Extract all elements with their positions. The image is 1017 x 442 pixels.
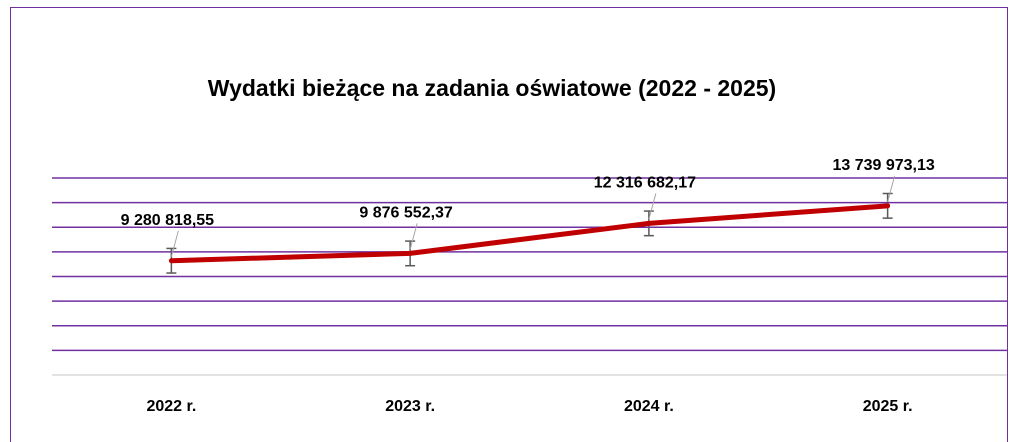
chart-border xyxy=(10,7,1008,442)
x-tick-label: 2025 r. xyxy=(863,398,913,415)
x-tick-label: 2024 r. xyxy=(624,398,674,415)
x-tick-label: 2023 r. xyxy=(385,398,435,415)
line xyxy=(168,203,891,264)
data-label: 9 280 818,55 xyxy=(121,212,215,229)
data-label: 9 876 552,37 xyxy=(359,205,453,222)
chart-title: Wydatki bieżące na zadania oświatowe (20… xyxy=(208,75,776,101)
leader-line xyxy=(170,230,179,257)
data-label: 12 316 682,17 xyxy=(594,175,696,192)
data-label: 13 739 973,13 xyxy=(832,157,934,174)
leader-line xyxy=(648,193,657,220)
leader-line xyxy=(887,175,896,202)
leader-line xyxy=(409,223,418,250)
x-tick-label: 2022 r. xyxy=(146,398,196,415)
